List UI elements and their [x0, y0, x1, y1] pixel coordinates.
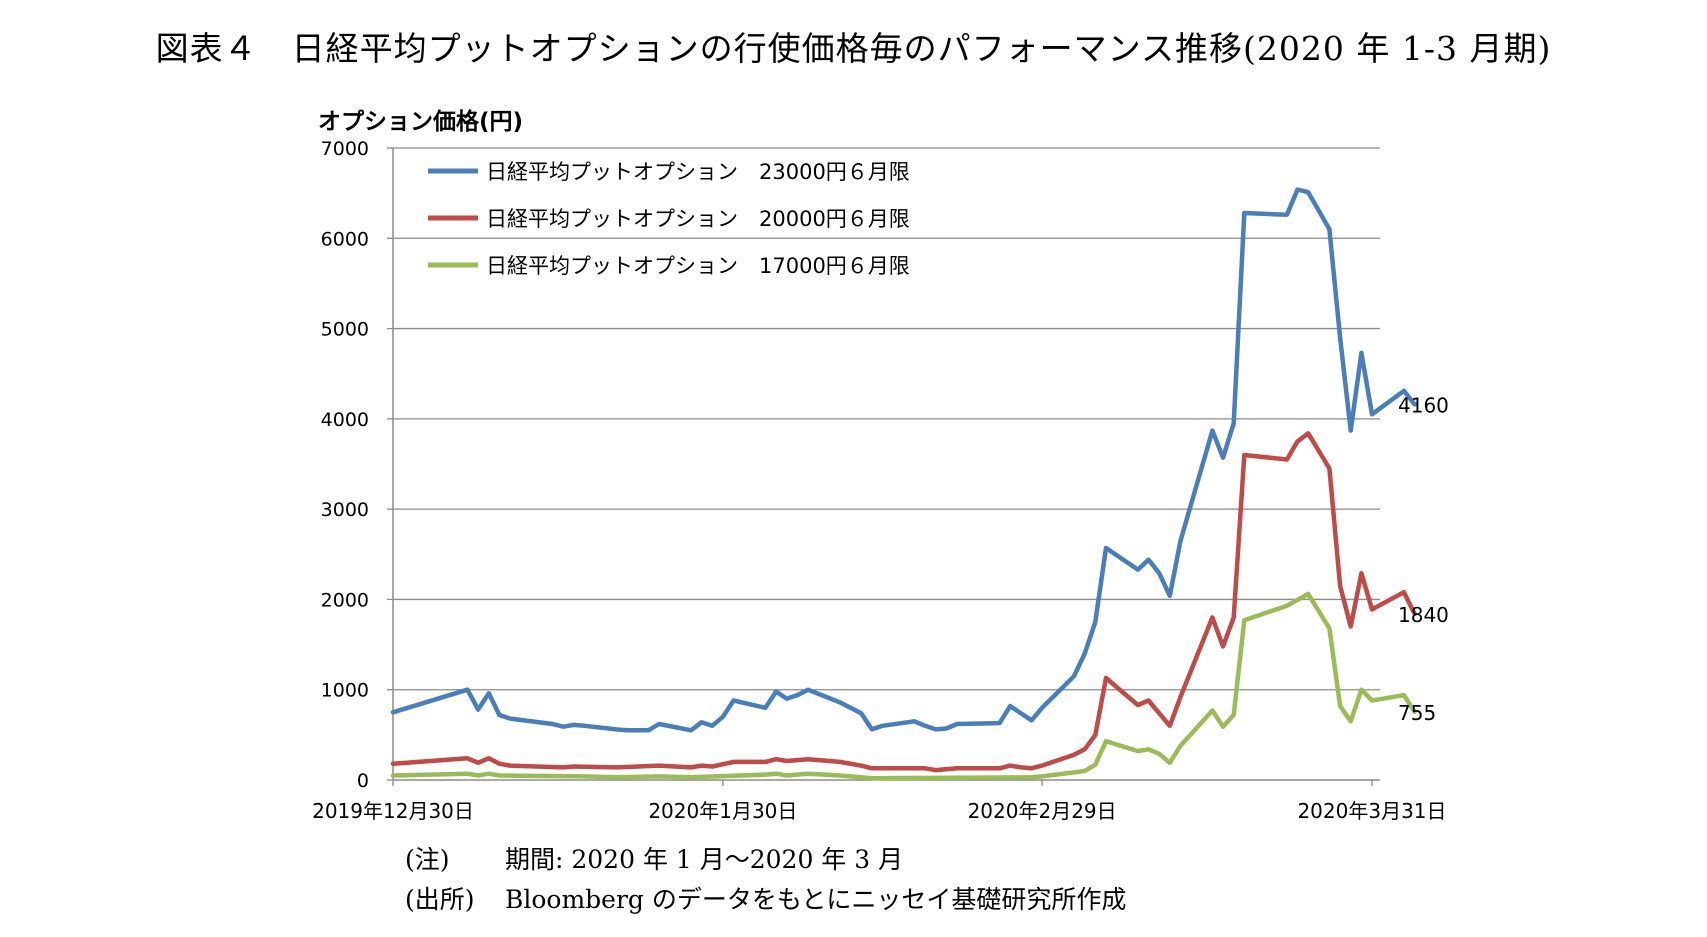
note-row: (注) 期間: 2020 年 1 月～2020 年 3 月 [405, 840, 903, 876]
y-tick-label: 0 [357, 770, 369, 792]
y-tick-label: 1000 [321, 680, 369, 702]
x-tick-label: 2020年3月31日 [1297, 799, 1446, 823]
source-tag: (出所) [405, 885, 475, 914]
y-tick-label: 6000 [321, 228, 369, 250]
x-tick-label: 2019年12月30日 [312, 799, 474, 823]
end-value-label: 755 [1398, 701, 1436, 725]
y-tick-label: 5000 [321, 319, 369, 341]
legend-entry: 日経平均プットオプション 17000円６月限 [486, 254, 910, 278]
x-tick-label: 2020年2月29日 [968, 799, 1117, 823]
series-line-1 [390, 187, 1417, 733]
x-tick-labels: 2019年12月30日 2020年1月30日 2020年2月29日 2020年3月31… [312, 799, 1446, 823]
x-tick-label: 2020年1月30日 [648, 799, 797, 823]
series-line-3 [390, 591, 1417, 781]
legend-entry: 日経平均プットオプション 20000円６月限 [486, 207, 910, 231]
source-row: (出所) Bloomberg のデータをもとにニッセイ基礎研究所作成 [405, 880, 1126, 916]
y-tick-label: 4000 [321, 409, 369, 431]
source-text: Bloomberg のデータをもとにニッセイ基礎研究所作成 [505, 885, 1127, 914]
figure-title: 図表４ 日経平均プットオプションの行使価格毎のパフォーマンス推移(2020 年 … [155, 29, 1552, 68]
note-tag: (注) [405, 845, 450, 874]
note-text: 期間: 2020 年 1 月～2020 年 3 月 [505, 845, 904, 874]
series-line-2 [390, 431, 1417, 773]
gridlines [387, 147, 1380, 781]
y-tick-labels: 0 1000 2000 3000 4000 5000 6000 7000 [321, 138, 369, 792]
end-value-labels: 4160 1840 755 [1398, 393, 1449, 724]
y-axis-label: オプション価格(円) [318, 109, 524, 135]
legend-entry: 日経平均プットオプション 23000円６月限 [486, 160, 910, 184]
y-tick-label: 3000 [321, 499, 369, 521]
y-tick-label: 7000 [321, 138, 369, 160]
y-tick-label: 2000 [321, 589, 369, 611]
end-value-label: 4160 [1398, 393, 1449, 417]
end-value-label: 1840 [1398, 603, 1449, 627]
series-lines [390, 187, 1417, 781]
